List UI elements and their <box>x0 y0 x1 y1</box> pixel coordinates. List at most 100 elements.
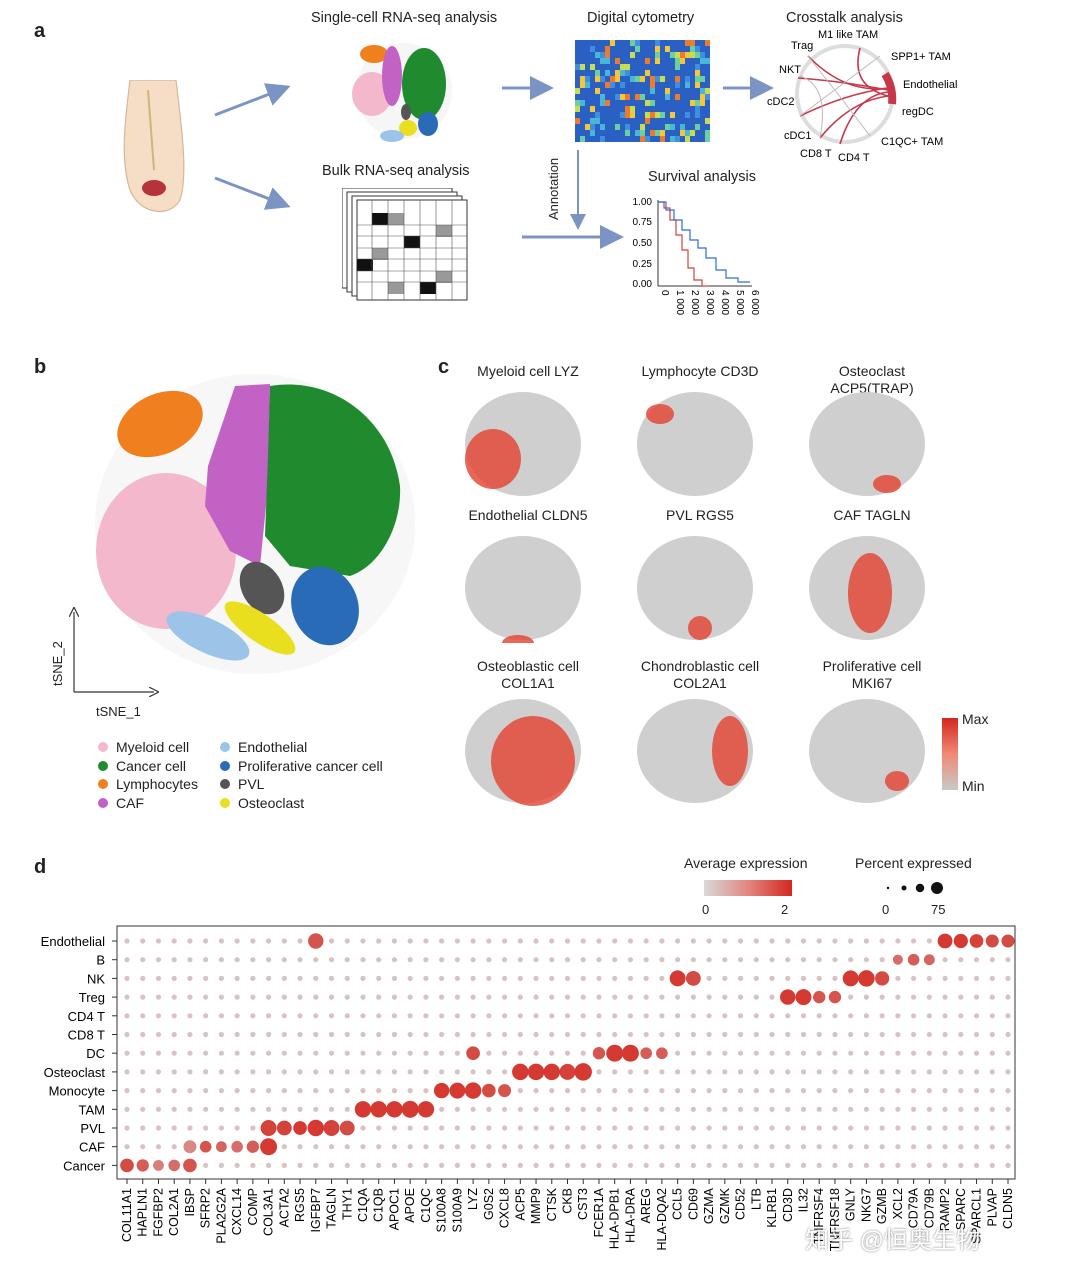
expression-dot <box>659 1144 665 1150</box>
expression-dot <box>218 1050 224 1056</box>
expression-dot <box>501 1031 508 1038</box>
gene-label: ACTA2 <box>277 1188 291 1227</box>
expression-dot <box>722 938 728 944</box>
expression-dot <box>140 994 146 1000</box>
expression-dot <box>627 1144 634 1150</box>
expression-dot <box>328 957 335 963</box>
heatmap-cell <box>695 100 700 106</box>
row-label: Osteoclast <box>44 1065 106 1080</box>
expression-dot <box>875 971 890 986</box>
expression-dot <box>517 1106 523 1112</box>
expression-dot <box>344 1013 350 1019</box>
expression-dot <box>218 938 224 944</box>
legend-percent-title: Percent expressed <box>855 855 972 871</box>
expression-dot <box>533 994 539 1000</box>
expression-dot <box>234 1069 240 1075</box>
expression-dot <box>753 975 759 982</box>
expression-dot <box>391 994 398 1000</box>
gene-label: GNLY <box>844 1187 858 1221</box>
expression-dot <box>250 1106 256 1112</box>
heatmap-cell <box>665 100 670 106</box>
expression-dot <box>140 1087 146 1094</box>
heatmap-cell <box>695 76 700 82</box>
crosstalk-chord-diagram: M1 like TAM SPP1+ TAM Endothelial regDC … <box>767 29 957 164</box>
expression-dot <box>643 1013 649 1019</box>
heatmap-cell <box>705 88 710 94</box>
heatmap-cell <box>665 112 670 118</box>
expression-dot <box>659 1125 665 1131</box>
expression-dot <box>926 975 932 982</box>
gene-label: THY1 <box>340 1188 354 1220</box>
heatmap-cell <box>640 76 645 82</box>
heatmap-cell <box>695 112 700 118</box>
expression-dot <box>706 957 712 963</box>
expression-dot <box>706 1087 712 1094</box>
surv-y-tick: 1.00 <box>633 197 653 208</box>
expression-dot <box>297 1087 303 1094</box>
expression-dot <box>203 957 209 963</box>
gene-label: S100A9 <box>450 1188 464 1233</box>
heatmap-cell <box>590 100 595 106</box>
expression-dot <box>737 1144 744 1150</box>
gene-label: HAPLN1 <box>136 1188 150 1237</box>
expression-dot <box>816 1013 822 1019</box>
expression-hotspot <box>491 716 575 806</box>
panel-a-arrows <box>214 76 774 249</box>
heatmap-cell <box>580 40 585 46</box>
expression-dot <box>187 975 193 982</box>
expression-dot <box>517 1050 523 1056</box>
expression-dot <box>439 1031 445 1038</box>
expression-dot <box>675 938 681 944</box>
surv-x-tick: 0 <box>659 290 670 296</box>
expression-dot <box>580 1106 586 1112</box>
heatmap-cell <box>660 130 665 136</box>
expression-dot <box>171 994 177 1000</box>
legend-item: Myeloid cell <box>98 738 198 757</box>
heatmap-cell <box>600 88 605 94</box>
tsne-legend-right: Endothelial Proliferative cancer cell PV… <box>220 738 383 812</box>
heatmap-cell <box>695 106 700 112</box>
heatmap-cell <box>660 88 665 94</box>
expression-dot <box>879 1106 885 1112</box>
heatmap-cell <box>615 94 620 100</box>
expression-dot <box>376 975 382 982</box>
expression-dot <box>155 1106 162 1112</box>
gene-label: ACP5 <box>513 1188 527 1221</box>
row-label: B <box>96 953 105 968</box>
heatmap-cell <box>675 136 680 142</box>
expression-dot <box>911 1069 917 1075</box>
expression-dot <box>706 1031 712 1038</box>
expression-dot <box>596 1106 602 1112</box>
expression-dot <box>596 1031 602 1038</box>
expression-dot <box>517 1125 523 1131</box>
expression-dot <box>785 1087 791 1094</box>
gene-label: SPARC <box>954 1188 968 1230</box>
gene-label: LTB <box>749 1188 763 1210</box>
percent-size-legend <box>886 882 943 894</box>
expression-dot <box>501 1144 508 1150</box>
expression-hotspot <box>688 616 712 640</box>
heatmap-cell <box>630 58 635 64</box>
expression-dot <box>486 957 492 963</box>
expression-dot <box>640 1047 652 1060</box>
heatmap-cell <box>585 124 590 130</box>
size-dot <box>901 885 907 891</box>
expression-dot <box>580 1050 586 1056</box>
expression-dot <box>323 1120 340 1136</box>
expression-dot <box>574 1063 592 1081</box>
expression-dot <box>549 1013 555 1019</box>
expression-dot <box>203 1050 209 1056</box>
expression-colorbar <box>942 718 958 790</box>
expression-dot <box>564 1144 571 1150</box>
expression-dot <box>501 1125 508 1131</box>
expression-dot <box>832 1031 838 1038</box>
expression-dot <box>218 1162 224 1169</box>
expression-dot <box>675 1144 681 1150</box>
cluster-proliferative <box>291 566 359 646</box>
heatmap-cell <box>640 124 645 130</box>
expression-dot <box>281 994 287 1000</box>
expression-dot <box>218 994 224 1000</box>
heatmap-cell <box>635 130 640 136</box>
expression-dot <box>155 994 162 1000</box>
heatmap-cell <box>655 40 660 46</box>
